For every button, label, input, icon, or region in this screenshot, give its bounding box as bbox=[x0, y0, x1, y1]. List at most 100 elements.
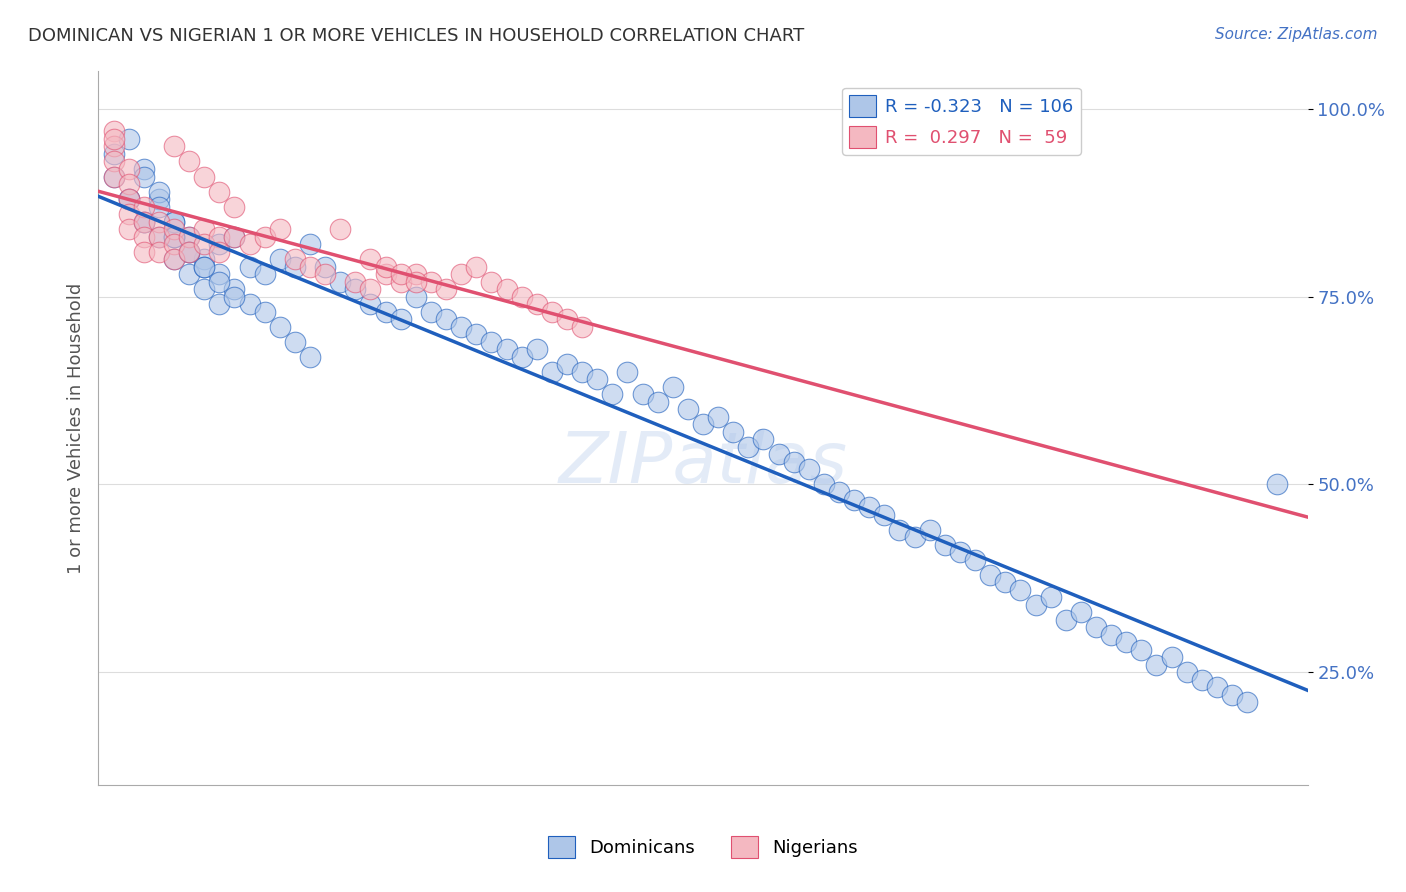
Point bbox=[284, 260, 307, 274]
Point bbox=[1024, 598, 1046, 612]
Point bbox=[949, 545, 972, 559]
Point bbox=[163, 237, 186, 252]
Point bbox=[163, 252, 186, 267]
Point bbox=[253, 229, 276, 244]
Point bbox=[450, 267, 472, 281]
Point bbox=[284, 252, 307, 267]
Point bbox=[148, 200, 170, 214]
Point bbox=[571, 365, 593, 379]
Point bbox=[994, 575, 1017, 590]
Point bbox=[103, 132, 125, 146]
Point bbox=[1267, 477, 1289, 491]
Point bbox=[1130, 642, 1153, 657]
Point bbox=[904, 530, 927, 544]
Point bbox=[103, 147, 125, 161]
Point bbox=[314, 267, 336, 281]
Point bbox=[934, 538, 956, 552]
Point bbox=[420, 304, 443, 318]
Point bbox=[118, 192, 141, 206]
Point bbox=[193, 282, 215, 296]
Point bbox=[420, 275, 443, 289]
Point bbox=[148, 229, 170, 244]
Point bbox=[495, 282, 517, 296]
Point bbox=[132, 200, 155, 214]
Point bbox=[284, 334, 307, 349]
Point bbox=[571, 319, 593, 334]
Point bbox=[148, 214, 170, 228]
Point bbox=[540, 304, 562, 318]
Point bbox=[405, 275, 427, 289]
Point bbox=[965, 552, 987, 566]
Point bbox=[179, 229, 201, 244]
Point bbox=[768, 447, 790, 461]
Point bbox=[602, 387, 624, 401]
Point bbox=[118, 192, 141, 206]
Point bbox=[193, 260, 215, 274]
Point bbox=[208, 185, 231, 199]
Point bbox=[647, 395, 669, 409]
Legend: Dominicans, Nigerians: Dominicans, Nigerians bbox=[540, 829, 866, 865]
Point bbox=[723, 425, 745, 439]
Point bbox=[676, 402, 699, 417]
Point bbox=[1010, 582, 1032, 597]
Point bbox=[224, 290, 246, 304]
Point bbox=[783, 455, 806, 469]
Point bbox=[193, 237, 215, 252]
Point bbox=[374, 304, 396, 318]
Point bbox=[616, 365, 638, 379]
Point bbox=[813, 477, 835, 491]
Point bbox=[208, 244, 231, 259]
Point bbox=[495, 343, 517, 357]
Point bbox=[239, 237, 262, 252]
Point bbox=[163, 214, 186, 228]
Point bbox=[118, 192, 141, 206]
Point bbox=[344, 282, 367, 296]
Point bbox=[1054, 613, 1077, 627]
Point bbox=[132, 169, 155, 184]
Text: ZIPatlas: ZIPatlas bbox=[558, 429, 848, 499]
Point bbox=[465, 260, 488, 274]
Point bbox=[586, 372, 609, 386]
Point bbox=[299, 260, 322, 274]
Point bbox=[526, 297, 548, 311]
Point bbox=[132, 214, 155, 228]
Point bbox=[510, 290, 533, 304]
Point bbox=[873, 508, 896, 522]
Point bbox=[555, 357, 578, 371]
Point bbox=[132, 244, 155, 259]
Point bbox=[374, 260, 396, 274]
Point bbox=[132, 161, 155, 176]
Point bbox=[118, 132, 141, 146]
Point bbox=[405, 290, 427, 304]
Point bbox=[844, 492, 866, 507]
Point bbox=[179, 229, 201, 244]
Point bbox=[224, 229, 246, 244]
Point bbox=[239, 260, 262, 274]
Point bbox=[1070, 605, 1092, 619]
Point bbox=[707, 409, 730, 424]
Point bbox=[118, 207, 141, 221]
Point bbox=[148, 229, 170, 244]
Point bbox=[132, 214, 155, 228]
Point bbox=[103, 169, 125, 184]
Point bbox=[1206, 681, 1229, 695]
Point bbox=[193, 252, 215, 267]
Point bbox=[253, 304, 276, 318]
Point bbox=[148, 192, 170, 206]
Point bbox=[1039, 590, 1062, 604]
Point bbox=[434, 282, 457, 296]
Point bbox=[103, 124, 125, 138]
Point bbox=[450, 319, 472, 334]
Point bbox=[163, 222, 186, 236]
Text: Source: ZipAtlas.com: Source: ZipAtlas.com bbox=[1215, 27, 1378, 42]
Point bbox=[269, 252, 291, 267]
Legend: R = -0.323   N = 106, R =  0.297   N =  59: R = -0.323 N = 106, R = 0.297 N = 59 bbox=[842, 87, 1081, 155]
Point bbox=[752, 433, 775, 447]
Text: DOMINICAN VS NIGERIAN 1 OR MORE VEHICLES IN HOUSEHOLD CORRELATION CHART: DOMINICAN VS NIGERIAN 1 OR MORE VEHICLES… bbox=[28, 27, 804, 45]
Point bbox=[540, 365, 562, 379]
Point bbox=[329, 222, 352, 236]
Point bbox=[269, 319, 291, 334]
Point bbox=[208, 237, 231, 252]
Point bbox=[797, 462, 820, 476]
Point bbox=[344, 275, 367, 289]
